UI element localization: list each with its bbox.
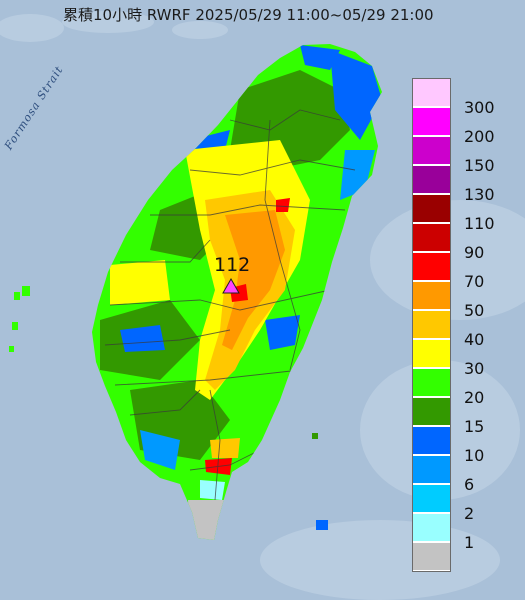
legend-swatch — [413, 282, 450, 309]
legend-tick-label: 10 — [464, 446, 485, 465]
legend-swatch — [413, 340, 450, 367]
legend-tick-label: 150 — [464, 156, 495, 175]
legend-swatch — [413, 224, 450, 251]
legend-swatch — [413, 543, 450, 570]
color-legend — [412, 78, 451, 572]
legend-tick-label: 30 — [464, 359, 485, 378]
legend-tick-label: 20 — [464, 388, 485, 407]
triangle-marker-icon — [222, 278, 240, 294]
legend-swatch — [413, 427, 450, 454]
legend-swatch — [413, 137, 450, 164]
legend-tick-label: 130 — [464, 185, 495, 204]
legend-tick-label: 2 — [464, 504, 475, 523]
legend-swatch — [413, 514, 450, 541]
legend-swatch — [413, 398, 450, 425]
legend-swatch — [413, 253, 450, 280]
legend-swatch — [413, 108, 450, 135]
legend-tick-label: 300 — [464, 98, 495, 117]
legend-tick-label: 50 — [464, 301, 485, 320]
max-value-label: 112 — [214, 254, 251, 276]
legend-swatch — [413, 311, 450, 338]
legend-tick-label: 6 — [464, 475, 475, 494]
legend-swatch — [413, 79, 450, 106]
legend-swatch — [413, 166, 450, 193]
legend-swatch — [413, 369, 450, 396]
legend-tick-label: 70 — [464, 272, 485, 291]
legend-swatch — [413, 485, 450, 512]
legend-swatch — [413, 195, 450, 222]
legend-tick-label: 1 — [464, 533, 475, 552]
legend-tick-label: 15 — [464, 417, 485, 436]
legend-tick-label: 110 — [464, 214, 495, 233]
map-title: 累積10小時 RWRF 2025/05/29 11:00~05/29 21:00 — [63, 6, 434, 24]
legend-tick-label: 40 — [464, 330, 485, 349]
legend-tick-label: 200 — [464, 127, 495, 146]
legend-tick-label: 90 — [464, 243, 485, 262]
legend-swatch — [413, 456, 450, 483]
